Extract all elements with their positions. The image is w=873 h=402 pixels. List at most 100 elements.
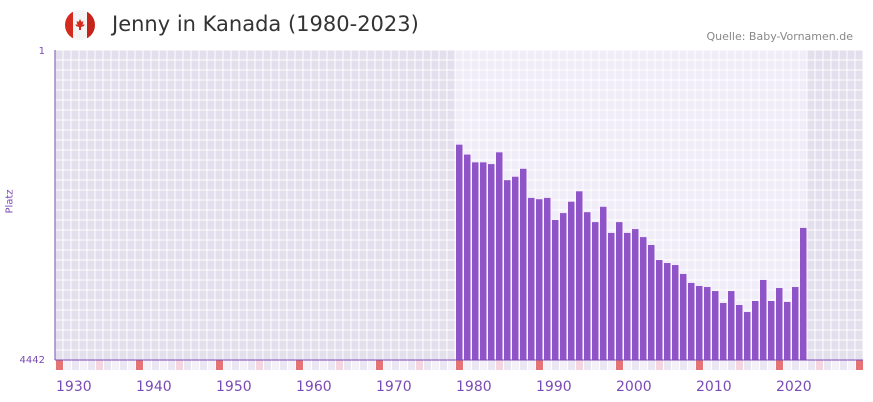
year-marker-1940 <box>136 360 143 370</box>
year-marker-2010 <box>696 360 703 370</box>
year-marker-1956 <box>264 360 271 370</box>
bar-1981 <box>464 154 471 360</box>
year-marker-1944 <box>168 360 175 370</box>
year-marker-1993 <box>560 360 567 370</box>
x-tick-label: 2020 <box>776 379 812 395</box>
x-tick-label: 2000 <box>616 379 652 395</box>
year-marker-1953 <box>240 360 247 370</box>
year-marker-2023 <box>800 360 807 370</box>
year-marker-1983 <box>480 360 487 370</box>
bar-2020 <box>776 288 783 360</box>
bar-2010 <box>696 285 703 360</box>
year-marker-1938 <box>120 360 127 370</box>
year-marker-1943 <box>160 360 167 370</box>
year-marker-1941 <box>144 360 151 370</box>
bar-1990 <box>536 199 543 360</box>
year-marker-1939 <box>128 360 135 370</box>
year-marker-1949 <box>208 360 215 370</box>
x-tick-label: 1990 <box>536 379 572 395</box>
year-marker-1978 <box>440 360 447 370</box>
year-marker-2008 <box>680 360 687 370</box>
bar-2014 <box>728 291 735 360</box>
bar-2003 <box>640 237 647 360</box>
year-marker-1964 <box>328 360 335 370</box>
year-marker-2007 <box>672 360 679 370</box>
year-marker-1961 <box>304 360 311 370</box>
source-link[interactable]: Quelle: Baby-Vornamen.de <box>706 30 853 43</box>
year-marker-1958 <box>280 360 287 370</box>
bar-1986 <box>504 180 511 360</box>
year-marker-1979 <box>448 360 455 370</box>
year-marker-2024 <box>808 360 815 370</box>
year-marker-1974 <box>408 360 415 370</box>
x-tick-label: 1970 <box>376 379 412 395</box>
year-marker-1966 <box>344 360 351 370</box>
year-marker-2006 <box>664 360 671 370</box>
year-marker-2013 <box>720 360 727 370</box>
x-tick-label: 1980 <box>456 379 492 395</box>
bar-2004 <box>648 245 655 360</box>
year-marker-1951 <box>224 360 231 370</box>
year-marker-1969 <box>368 360 375 370</box>
year-marker-1946 <box>184 360 191 370</box>
bar-1980 <box>456 144 463 360</box>
year-marker-1930 <box>56 360 63 370</box>
year-marker-2018 <box>760 360 767 370</box>
bar-2017 <box>752 300 759 360</box>
year-marker-2015 <box>736 360 743 370</box>
year-marker-1984 <box>488 360 495 370</box>
bar-1999 <box>608 232 615 360</box>
chart-title: Jenny in Kanada (1980-2023) <box>112 12 419 36</box>
year-marker-1999 <box>608 360 615 370</box>
bar-1988 <box>520 168 527 360</box>
year-marker-1948 <box>200 360 207 370</box>
year-marker-1972 <box>392 360 399 370</box>
year-marker-1935 <box>96 360 103 370</box>
year-marker-1952 <box>232 360 239 370</box>
year-marker-2011 <box>704 360 711 370</box>
year-marker-1936 <box>104 360 111 370</box>
year-marker-1973 <box>400 360 407 370</box>
bar-1996 <box>584 212 591 360</box>
bar-2001 <box>624 232 631 360</box>
year-marker-1976 <box>424 360 431 370</box>
bar-2015 <box>736 305 743 360</box>
year-marker-1959 <box>288 360 295 370</box>
year-marker-1955 <box>256 360 263 370</box>
bar-1995 <box>576 191 583 360</box>
bar-2018 <box>760 279 767 360</box>
year-marker-1988 <box>520 360 527 370</box>
year-marker-2029 <box>848 360 855 370</box>
bar-1987 <box>512 176 519 360</box>
year-marker-1942 <box>152 360 159 370</box>
canada-flag-icon <box>65 10 95 40</box>
bar-1982 <box>472 162 479 360</box>
year-marker-1994 <box>568 360 575 370</box>
year-marker-2019 <box>768 360 775 370</box>
year-marker-1981 <box>464 360 471 370</box>
bar-2000 <box>616 222 623 360</box>
bar-1991 <box>544 197 551 360</box>
bar-1994 <box>568 201 575 360</box>
year-marker-1992 <box>552 360 559 370</box>
year-marker-2009 <box>688 360 695 370</box>
bar-2009 <box>688 282 695 360</box>
year-marker-2021 <box>784 360 791 370</box>
year-marker-1991 <box>544 360 551 370</box>
bar-2016 <box>744 312 751 360</box>
x-tick-label: 1960 <box>296 379 332 395</box>
year-marker-2004 <box>648 360 655 370</box>
year-marker-1968 <box>360 360 367 370</box>
bar-1998 <box>600 206 607 360</box>
year-marker-2028 <box>840 360 847 370</box>
bar-2023 <box>800 227 807 360</box>
x-tick-label: 1930 <box>56 379 92 395</box>
year-marker-2001 <box>624 360 631 370</box>
bar-2007 <box>672 265 679 360</box>
bar-2011 <box>704 287 711 360</box>
bar-1992 <box>552 219 559 360</box>
bar-1993 <box>560 213 567 360</box>
year-marker-1932 <box>72 360 79 370</box>
year-marker-1965 <box>336 360 343 370</box>
